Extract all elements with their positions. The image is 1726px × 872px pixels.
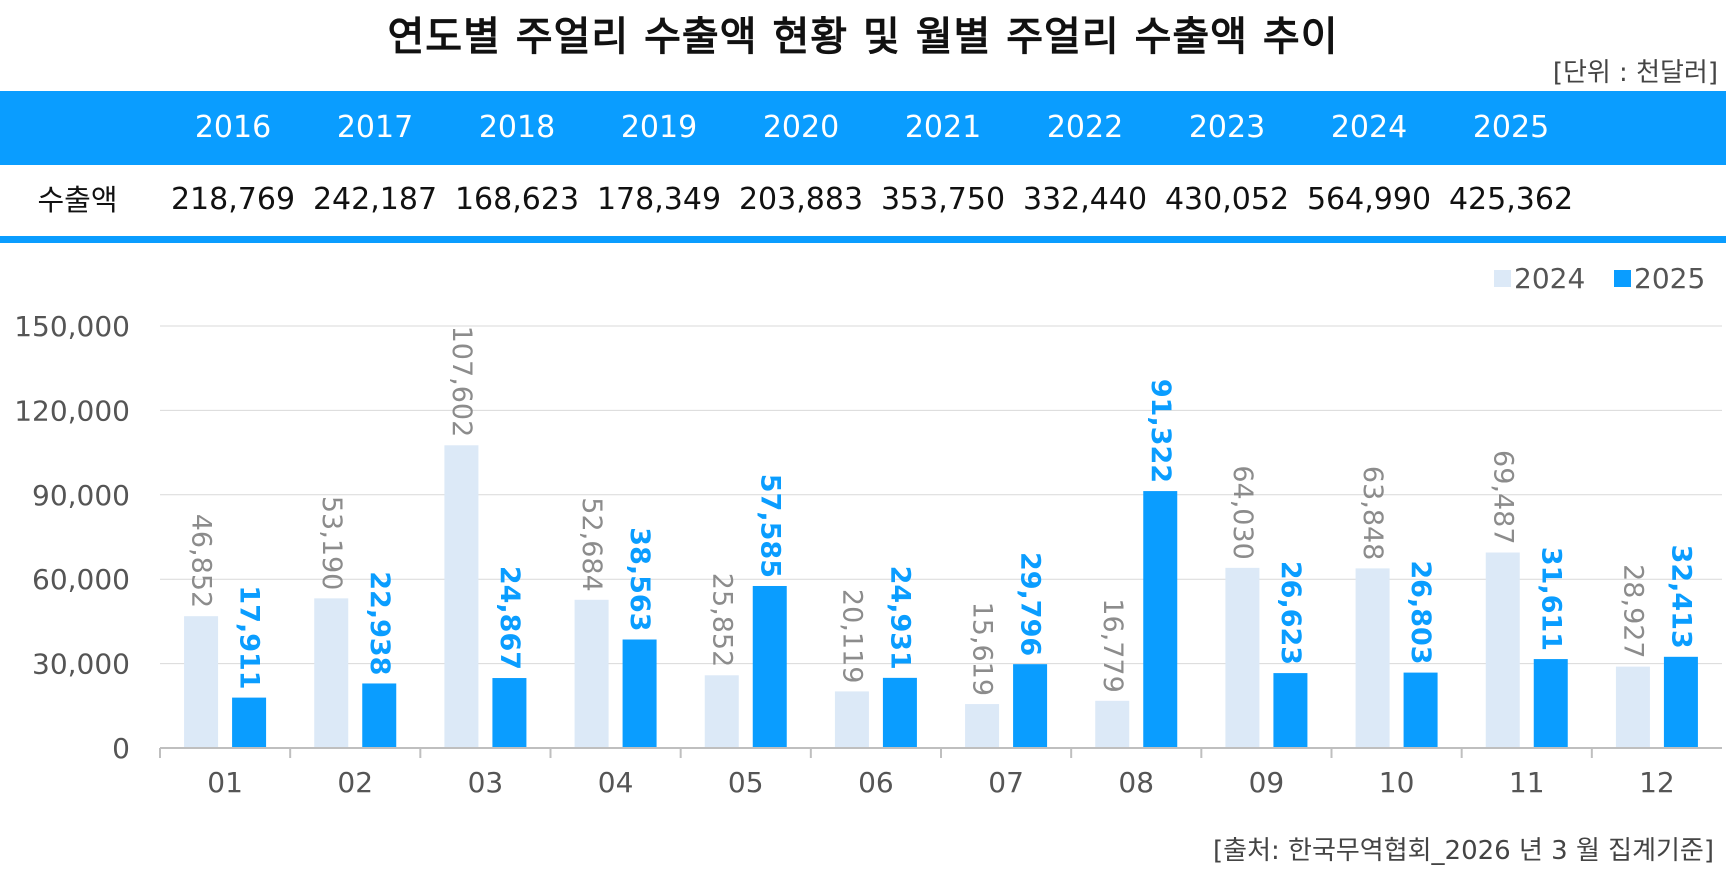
bar-2024 (444, 445, 479, 748)
year-cell: 2018 (478, 110, 556, 145)
bar-2024 (184, 616, 219, 748)
data-label-2024: 15,619 (967, 602, 998, 696)
x-tick-label: 06 (858, 766, 894, 799)
data-label-2025: 24,867 (494, 566, 525, 670)
x-tick-label: 04 (598, 766, 634, 799)
legend-swatch-2025 (1614, 270, 1631, 287)
bar-2024 (1615, 666, 1650, 748)
table-bottom-rule (0, 236, 1726, 243)
data-label-2024: 64,030 (1227, 465, 1258, 559)
data-label-2025: 38,563 (624, 527, 655, 631)
y-tick-label: 60,000 (32, 563, 130, 596)
x-tick-label: 03 (468, 766, 504, 799)
table-cell: 168,623 (454, 182, 580, 217)
data-label-2024: 46,852 (186, 514, 217, 608)
data-label-2024: 20,119 (836, 589, 867, 683)
bar-2024 (965, 704, 1000, 748)
year-cell: 2021 (904, 110, 982, 145)
data-label-2024: 52,684 (576, 497, 607, 591)
bar-2024 (1355, 568, 1390, 748)
bar-2025 (882, 677, 917, 748)
bar-2024 (574, 599, 609, 748)
y-tick-label: 120,000 (14, 394, 130, 427)
year-cell: 2016 (194, 110, 272, 145)
x-tick-label: 12 (1639, 766, 1675, 799)
bar-2025 (492, 678, 527, 748)
y-tick-label: 0 (112, 732, 130, 765)
data-label-2024: 53,190 (316, 496, 347, 590)
table-cell: 332,440 (1022, 182, 1148, 217)
table-cell: 430,052 (1164, 182, 1290, 217)
table-cell: 425,362 (1448, 182, 1574, 217)
data-label-2025: 17,911 (234, 585, 265, 689)
data-label-2024: 107,602 (446, 326, 477, 438)
table-cell: 178,349 (596, 182, 722, 217)
x-tick-label: 11 (1509, 766, 1545, 799)
data-label-2024: 28,927 (1617, 564, 1648, 658)
bar-2024 (834, 691, 869, 748)
data-label-2025: 29,796 (1015, 552, 1046, 656)
x-tick-label: 01 (207, 766, 243, 799)
legend-swatch-2024 (1494, 270, 1511, 287)
bar-2025 (232, 697, 267, 748)
data-label-2025: 26,803 (1405, 560, 1436, 664)
bar-2025 (362, 683, 397, 748)
x-tick-label: 09 (1249, 766, 1285, 799)
bar-2025 (1663, 656, 1698, 748)
year-cell: 2019 (620, 110, 698, 145)
data-label-2025: 22,938 (364, 571, 395, 675)
table-header-row: 2016 2017 2018 2019 2020 2021 2022 2023 … (0, 91, 1726, 165)
y-tick-label: 90,000 (32, 479, 130, 512)
year-cell: 2017 (336, 110, 414, 145)
bar-2024 (1225, 567, 1260, 748)
x-tick-label: 02 (337, 766, 373, 799)
source-note: [출처: 한국무역협회_2026 년 3 월 집계기준] (1213, 836, 1714, 866)
legend-label-2024: 2024 (1514, 262, 1585, 295)
data-label-2025: 31,611 (1535, 547, 1566, 651)
bar-2024 (1095, 700, 1130, 748)
table-cell: 242,187 (312, 182, 438, 217)
bar-2025 (1273, 673, 1308, 748)
y-tick-label: 150,000 (14, 310, 130, 343)
legend-label-2025: 2025 (1634, 262, 1705, 295)
bar-2025 (1533, 659, 1568, 748)
data-label-2025: 24,931 (884, 566, 915, 670)
data-label-2024: 69,487 (1487, 450, 1518, 544)
data-label-2024: 63,848 (1357, 466, 1388, 560)
x-tick-label: 05 (728, 766, 764, 799)
y-tick-label: 30,000 (32, 648, 130, 681)
table-cell: 203,883 (738, 182, 864, 217)
unit-label: [단위 : 천달러] (1552, 58, 1718, 88)
year-cell: 2023 (1188, 110, 1266, 145)
bar-2025 (1013, 664, 1048, 748)
data-label-2025: 26,623 (1275, 561, 1306, 665)
bar-2024 (704, 675, 739, 748)
table-cell: 218,769 (170, 182, 296, 217)
x-tick-label: 07 (988, 766, 1024, 799)
table-cell: 353,750 (880, 182, 1006, 217)
data-label-2025: 32,413 (1665, 545, 1696, 649)
year-cell: 2024 (1330, 110, 1408, 145)
data-label-2024: 25,852 (706, 573, 737, 667)
table-row-label: 수출액 (37, 183, 118, 217)
data-label-2024: 16,779 (1097, 598, 1128, 692)
bar-2025 (1403, 672, 1438, 748)
bar-2024 (314, 598, 349, 748)
year-cell: 2020 (762, 110, 840, 145)
page-title: 연도별 주얼리 수출액 현황 및 월별 주얼리 수출액 추이 (387, 14, 1339, 60)
bar-2025 (1143, 491, 1178, 748)
data-label-2025: 57,585 (754, 474, 785, 578)
x-tick-label: 08 (1118, 766, 1154, 799)
table-cell: 564,990 (1306, 182, 1432, 217)
year-cell: 2025 (1472, 110, 1550, 145)
monthly-bar-chart: 46,852 17,911 53,190 22,938 107,602 24,867 52,… (14, 262, 1722, 799)
data-label-2025: 91,322 (1145, 379, 1176, 483)
bar-2024 (1485, 552, 1520, 748)
year-cell: 2022 (1046, 110, 1124, 145)
bar-2025 (622, 639, 657, 748)
bar-2025 (752, 585, 787, 748)
x-tick-label: 10 (1379, 766, 1415, 799)
